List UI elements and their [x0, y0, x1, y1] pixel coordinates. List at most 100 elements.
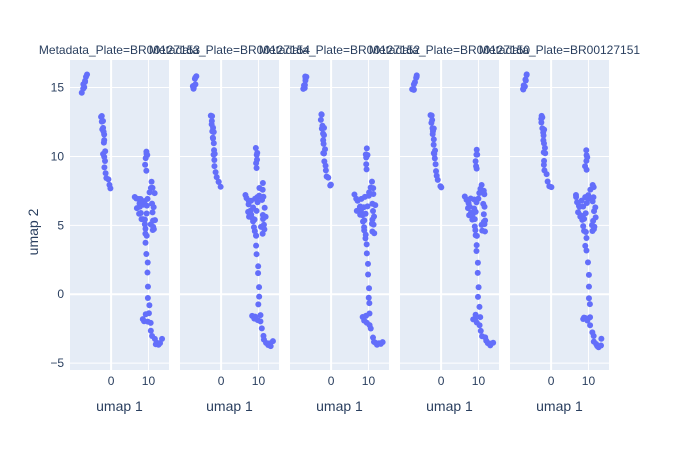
- data-point: [598, 342, 605, 349]
- data-point: [255, 270, 262, 277]
- data-point: [472, 311, 479, 318]
- data-point: [540, 132, 547, 139]
- data-point: [144, 294, 151, 301]
- data-point: [190, 84, 197, 91]
- data-point: [100, 118, 107, 125]
- data-point: [474, 151, 481, 158]
- data-point: [142, 239, 149, 246]
- data-point: [211, 163, 218, 170]
- facet-title: Metadata_Plate=BR00127153: [39, 43, 200, 57]
- data-point: [317, 116, 324, 123]
- data-point: [255, 301, 262, 308]
- facet-panel-3: 0 10 umap 1 Metadata_Plate=BR00127150: [369, 43, 530, 414]
- data-point: [429, 131, 436, 138]
- data-point: [582, 210, 589, 217]
- data-point: [321, 124, 328, 131]
- facet-panel-2: 0 10 umap 1 Metadata_Plate=BR00127152: [259, 43, 420, 414]
- data-point: [261, 226, 268, 233]
- data-point: [255, 263, 262, 270]
- data-point: [577, 213, 584, 220]
- data-point: [98, 113, 105, 120]
- data-point: [322, 167, 329, 174]
- data-point: [473, 242, 480, 249]
- data-point: [259, 179, 266, 186]
- data-point: [473, 232, 480, 239]
- data-point: [251, 216, 258, 223]
- data-point: [473, 319, 480, 326]
- data-point: [477, 327, 484, 334]
- data-point: [256, 284, 263, 291]
- data-point: [371, 213, 378, 220]
- data-point: [585, 271, 592, 278]
- data-point: [476, 303, 483, 310]
- data-point: [357, 211, 364, 218]
- data-point: [365, 271, 372, 278]
- data-point: [269, 338, 276, 345]
- data-point: [143, 167, 150, 174]
- facet-title: Metadata_Plate=BR00127150: [369, 43, 530, 57]
- data-point: [143, 210, 150, 217]
- data-point: [142, 311, 149, 318]
- data-point: [151, 190, 158, 197]
- data-point: [480, 211, 487, 218]
- data-point: [250, 204, 257, 211]
- data-point: [210, 129, 217, 136]
- data-point: [478, 181, 485, 188]
- data-point: [150, 226, 157, 233]
- data-point: [252, 195, 259, 202]
- data-point: [582, 229, 589, 236]
- data-point: [353, 207, 360, 214]
- data-point: [360, 204, 367, 211]
- data-point: [472, 158, 479, 165]
- data-point: [543, 171, 550, 178]
- data-point: [146, 302, 153, 309]
- data-point: [142, 225, 149, 232]
- data-point: [149, 184, 156, 191]
- data-point: [144, 269, 151, 276]
- data-point: [151, 217, 158, 224]
- data-point: [580, 223, 587, 230]
- data-point: [254, 317, 261, 324]
- data-point: [159, 335, 166, 342]
- x-axis-title: umap 1: [316, 398, 363, 414]
- data-point: [101, 164, 108, 171]
- data-point: [471, 216, 478, 223]
- data-point: [474, 269, 481, 276]
- data-point: [471, 205, 478, 212]
- x-tick-label: 0: [218, 374, 225, 388]
- x-axis-title: umap 1: [536, 398, 583, 414]
- data-point: [363, 241, 370, 248]
- data-point: [320, 132, 327, 139]
- data-point: [364, 260, 371, 267]
- x-axis-title: umap 1: [426, 398, 473, 414]
- data-point: [215, 178, 222, 185]
- y-tick-label: 15: [51, 81, 65, 95]
- data-point: [320, 140, 327, 147]
- x-tick-label: 0: [108, 374, 115, 388]
- data-point: [430, 125, 437, 132]
- data-point: [327, 181, 334, 188]
- data-point: [413, 73, 420, 80]
- data-point: [473, 248, 480, 255]
- data-point: [84, 71, 91, 78]
- data-point: [362, 235, 369, 242]
- data-point: [583, 166, 590, 173]
- data-point: [370, 185, 377, 192]
- data-point: [361, 217, 368, 224]
- data-point: [490, 339, 497, 346]
- facet-panel-1: 0 10 umap 1 Metadata_Plate=BR00127154: [149, 43, 310, 414]
- data-point: [363, 154, 370, 161]
- data-point: [100, 151, 107, 158]
- data-point: [301, 85, 308, 91]
- data-point: [362, 210, 369, 217]
- data-point: [148, 178, 155, 185]
- data-point: [80, 85, 87, 92]
- x-axis-title: umap 1: [206, 398, 253, 414]
- data-point: [430, 150, 437, 157]
- data-point: [371, 230, 378, 237]
- data-point: [368, 178, 375, 185]
- facet-panel-4: 0 10 umap 1 Metadata_Plate=BR00127151: [479, 43, 640, 414]
- data-point: [149, 209, 156, 216]
- data-point: [432, 161, 439, 168]
